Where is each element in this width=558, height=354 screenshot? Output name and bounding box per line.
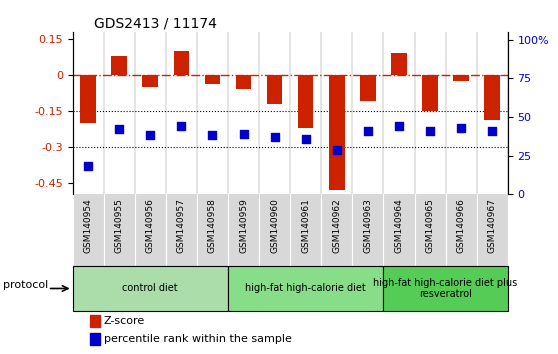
Point xyxy=(270,134,279,140)
Text: GSM140957: GSM140957 xyxy=(177,198,186,253)
Text: high-fat high-calorie diet: high-fat high-calorie diet xyxy=(246,284,366,293)
Point xyxy=(395,124,403,129)
Point xyxy=(426,128,435,134)
Text: GSM140954: GSM140954 xyxy=(84,198,93,253)
Point xyxy=(333,147,341,152)
Point xyxy=(146,132,155,138)
Point xyxy=(488,128,497,134)
Bar xyxy=(142,75,158,87)
Bar xyxy=(112,56,127,75)
Point xyxy=(177,124,186,129)
Bar xyxy=(422,75,438,111)
Bar xyxy=(298,75,314,127)
Bar xyxy=(90,333,99,345)
Point xyxy=(115,126,124,131)
Bar xyxy=(235,75,251,89)
Text: GSM140962: GSM140962 xyxy=(333,198,341,253)
Bar xyxy=(329,75,345,190)
Bar xyxy=(453,75,469,81)
Text: GSM140961: GSM140961 xyxy=(301,198,310,253)
Text: GSM140966: GSM140966 xyxy=(456,198,465,253)
Bar xyxy=(360,75,376,101)
Bar xyxy=(228,266,383,312)
Bar xyxy=(391,53,407,75)
Text: GSM140964: GSM140964 xyxy=(395,198,403,253)
Text: high-fat high-calorie diet plus
resveratrol: high-fat high-calorie diet plus resverat… xyxy=(373,278,518,299)
Text: control diet: control diet xyxy=(122,284,178,293)
Point xyxy=(239,131,248,137)
Text: Z-score: Z-score xyxy=(104,316,145,326)
Text: GSM140967: GSM140967 xyxy=(488,198,497,253)
Bar xyxy=(267,75,282,104)
Bar xyxy=(73,266,228,312)
Text: GSM140965: GSM140965 xyxy=(426,198,435,253)
Bar xyxy=(174,51,189,75)
Bar xyxy=(383,266,508,312)
Bar xyxy=(80,75,96,123)
Text: GSM140958: GSM140958 xyxy=(208,198,217,253)
Point xyxy=(456,125,465,131)
Text: protocol: protocol xyxy=(3,280,48,290)
Text: GSM140955: GSM140955 xyxy=(115,198,124,253)
Text: GSM140956: GSM140956 xyxy=(146,198,155,253)
Bar xyxy=(484,75,500,120)
Point xyxy=(84,163,93,169)
Point xyxy=(301,136,310,142)
Text: GSM140963: GSM140963 xyxy=(363,198,372,253)
Bar xyxy=(90,315,99,327)
Text: percentile rank within the sample: percentile rank within the sample xyxy=(104,334,292,344)
Bar xyxy=(205,75,220,85)
Text: GSM140959: GSM140959 xyxy=(239,198,248,253)
Point xyxy=(363,128,372,134)
Text: GDS2413 / 11174: GDS2413 / 11174 xyxy=(94,17,217,31)
Text: GSM140960: GSM140960 xyxy=(270,198,279,253)
Point xyxy=(208,132,217,138)
